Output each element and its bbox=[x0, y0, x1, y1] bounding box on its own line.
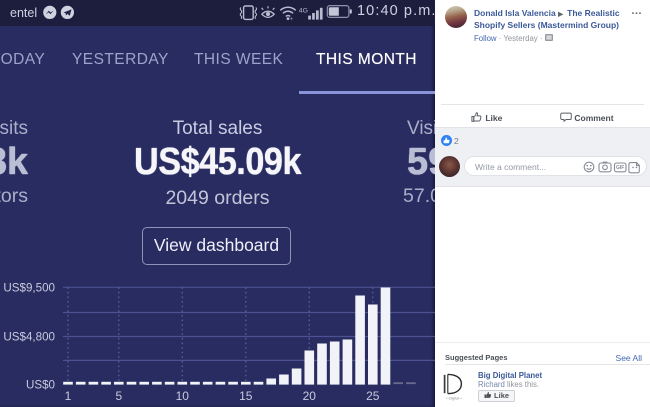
svg-text:GIF: GIF bbox=[616, 165, 624, 171]
svg-text:4G: 4G bbox=[299, 8, 308, 15]
svg-text:US$4,800: US$4,800 bbox=[3, 331, 55, 344]
svg-text:20: 20 bbox=[303, 389, 317, 403]
svg-text:15: 15 bbox=[239, 389, 253, 403]
svg-text:‹~Digital~›: ‹~Digital~› bbox=[446, 396, 463, 400]
svg-text:US$0: US$0 bbox=[26, 379, 55, 392]
svg-text:5: 5 bbox=[115, 389, 122, 403]
svg-text:1: 1 bbox=[65, 389, 72, 403]
svg-text:25: 25 bbox=[366, 389, 380, 403]
svg-text:10: 10 bbox=[176, 389, 190, 403]
svg-text:US$9,500: US$9,500 bbox=[3, 282, 55, 295]
